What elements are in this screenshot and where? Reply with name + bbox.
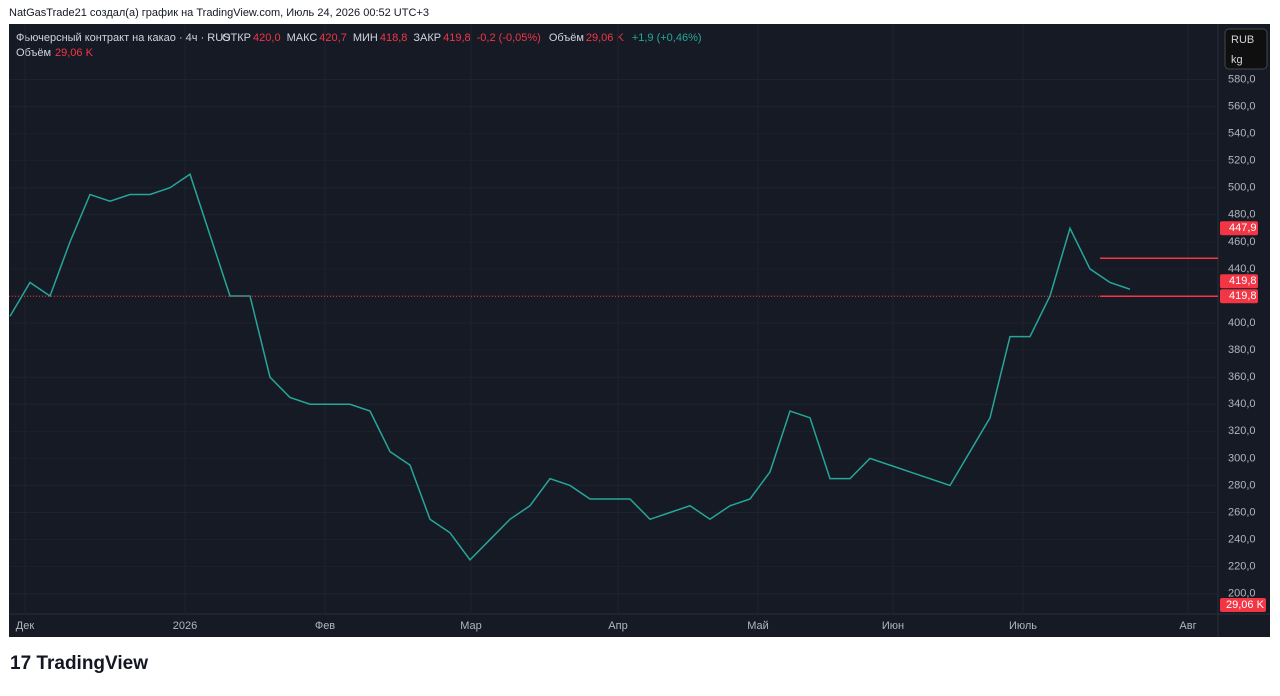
price-line (9, 173, 1131, 562)
x-tick-label: Апр (608, 620, 627, 632)
x-tick-label: Авг (1179, 620, 1196, 632)
y-tick-label: 580,0 (1228, 73, 1256, 85)
x-tick-label: Фев (315, 620, 335, 632)
ohlc-value: 418,8 (380, 32, 408, 44)
logo: 17 TradingView (10, 653, 148, 674)
price-tag-label: 419,8 (1229, 275, 1257, 287)
price-tag (1220, 221, 1258, 236)
y-tick-label: 500,0 (1228, 182, 1256, 194)
ohlc-value: 420,7 (319, 32, 347, 44)
y-tick-label: 280,0 (1228, 479, 1256, 491)
y-tick-label: 380,0 (1228, 344, 1256, 356)
ohlc: ОТКР 420,0 МАКС 420,7 МИН 418,8 ЗАКР 419,8 -0,2 … (222, 32, 702, 44)
legend-title: Фьючерсный контракт на какао · 4ч · RUS (16, 32, 231, 44)
change: -0,2 (-0,05%) (477, 32, 541, 44)
caption: NatGasTrade21 создал(а) график на Tradin… (9, 7, 429, 19)
ohlc-label: МАКС (287, 32, 318, 44)
price-tag-label: 447,9 (1229, 222, 1257, 234)
y-tick-label: 320,0 (1228, 425, 1256, 437)
currency: RUB (1231, 34, 1254, 46)
ohlc-label: МИН (353, 32, 378, 44)
y-tick-label: 200,0 (1228, 588, 1256, 600)
y-tick-label: 300,0 (1228, 452, 1256, 464)
chart-area (9, 24, 1270, 637)
y-tick-label: 360,0 (1228, 371, 1256, 383)
volume-tag-label: 29,06 K (1226, 599, 1265, 611)
x-tick-label: Июль (1009, 620, 1037, 632)
y-tick-label: 400,0 (1228, 317, 1256, 329)
volume-value: 29,06 K (55, 47, 94, 59)
volume-label: Объём (16, 47, 51, 59)
y-tick-label: 340,0 (1228, 398, 1256, 410)
y-tick-label: 220,0 (1228, 561, 1256, 573)
price-tag (1220, 289, 1258, 304)
volume-tag (1220, 598, 1266, 612)
y-tick-label: 520,0 (1228, 155, 1256, 167)
x-tick-label: Мар (460, 620, 482, 632)
y-tick-label: 460,0 (1228, 236, 1256, 248)
volume-change: +1,9 (+0,46%) (632, 32, 702, 44)
ohlc-label: ЗАКР (413, 32, 441, 44)
x-tick-label: Июн (882, 620, 904, 632)
y-tick-label: 260,0 (1228, 506, 1256, 518)
ohlc-value: 419,8 (443, 32, 471, 44)
y-tick-label: 480,0 (1228, 209, 1256, 221)
price-tag (1220, 274, 1258, 289)
volume-value: 29,06 K (586, 32, 625, 44)
price-tag-label: 419,8 (1229, 290, 1257, 302)
volume-label: Объём (549, 32, 584, 44)
ohlc-value: 420,0 (253, 32, 281, 44)
x-tick-label: Дек (16, 620, 35, 632)
y-tick-label: 240,0 (1228, 533, 1256, 545)
y-tick-label: 440,0 (1228, 263, 1256, 275)
ohlc-label: ОТКР (222, 32, 251, 44)
y-tick-label: 540,0 (1228, 128, 1256, 140)
x-tick-label: Май (747, 620, 769, 632)
unit-box[interactable] (1224, 28, 1268, 70)
unit: kg (1231, 54, 1243, 66)
logo-text: TradingView (36, 653, 148, 674)
x-tick-label: 2026 (173, 620, 197, 632)
y-tick-label: 560,0 (1228, 100, 1256, 112)
